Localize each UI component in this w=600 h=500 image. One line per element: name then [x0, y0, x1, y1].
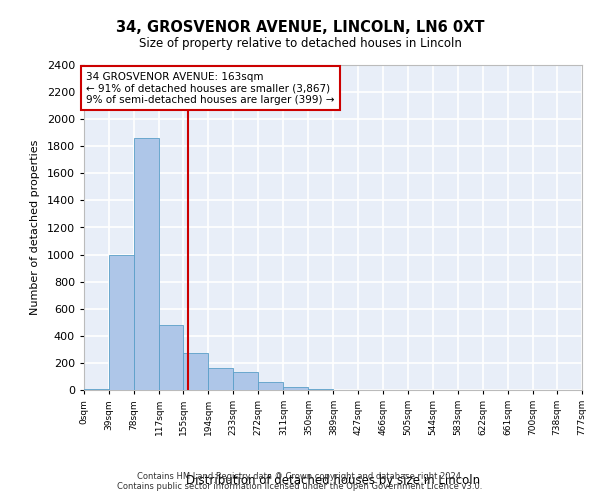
Bar: [233, 372, 259, 390]
Text: Contains public sector information licensed under the Open Government Licence v3: Contains public sector information licen…: [118, 482, 482, 491]
Bar: [109, 254, 134, 390]
Bar: [134, 138, 159, 390]
Bar: [208, 368, 233, 390]
Text: 34 GROSVENOR AVENUE: 163sqm
← 91% of detached houses are smaller (3,867)
9% of s: 34 GROSVENOR AVENUE: 163sqm ← 91% of det…: [86, 72, 335, 104]
Bar: [159, 325, 184, 390]
X-axis label: Distribution of detached houses by size in Lincoln: Distribution of detached houses by size …: [186, 474, 480, 488]
Text: 34, GROSVENOR AVENUE, LINCOLN, LN6 0XT: 34, GROSVENOR AVENUE, LINCOLN, LN6 0XT: [116, 20, 484, 35]
Bar: [259, 382, 283, 390]
Y-axis label: Number of detached properties: Number of detached properties: [30, 140, 40, 315]
Text: Contains HM Land Registry data © Crown copyright and database right 2024.: Contains HM Land Registry data © Crown c…: [137, 472, 463, 481]
Text: Size of property relative to detached houses in Lincoln: Size of property relative to detached ho…: [139, 38, 461, 51]
Bar: [283, 388, 308, 390]
Bar: [184, 354, 208, 390]
